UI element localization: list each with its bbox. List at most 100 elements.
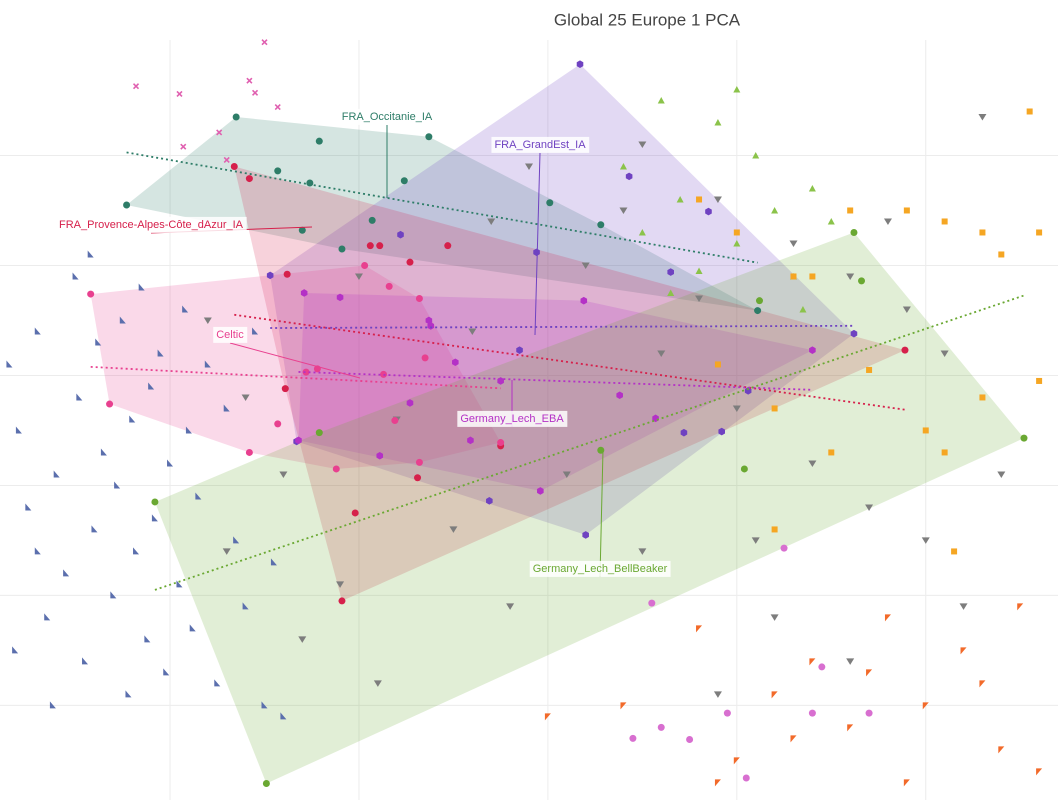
point	[497, 439, 505, 447]
point	[921, 537, 930, 544]
point	[25, 503, 32, 511]
point	[245, 175, 253, 183]
point	[865, 504, 874, 511]
point	[223, 404, 230, 412]
point	[49, 701, 56, 709]
point	[336, 293, 344, 302]
point	[884, 614, 891, 622]
point	[281, 385, 289, 393]
trend-line	[126, 151, 758, 264]
point	[850, 329, 858, 338]
point	[597, 221, 605, 229]
point	[1020, 434, 1028, 442]
point	[338, 597, 346, 605]
point	[406, 399, 414, 407]
point	[76, 393, 83, 401]
point	[148, 382, 155, 390]
point	[847, 724, 854, 732]
point	[315, 137, 323, 145]
point	[695, 267, 703, 274]
point	[216, 129, 223, 136]
point	[110, 591, 117, 599]
point	[421, 354, 429, 362]
point	[828, 449, 835, 456]
point	[680, 428, 688, 437]
annotation: FRA_Provence-Alpes-Côte_dAzur_IA	[59, 219, 244, 231]
point	[233, 536, 240, 544]
trend-line	[298, 371, 813, 391]
hull	[270, 64, 854, 535]
point	[740, 465, 748, 473]
trends	[90, 151, 1025, 591]
point	[452, 358, 459, 367]
annotation-box	[491, 136, 590, 153]
point	[638, 548, 647, 555]
point	[1036, 377, 1043, 384]
point	[858, 277, 866, 285]
point	[998, 251, 1005, 258]
point	[866, 669, 873, 677]
point	[167, 459, 174, 467]
point	[625, 172, 633, 181]
point	[444, 242, 452, 250]
point	[185, 426, 192, 434]
point	[295, 436, 302, 445]
point	[752, 151, 760, 159]
point	[997, 471, 1006, 478]
point	[865, 709, 873, 717]
point	[771, 526, 778, 533]
point	[125, 690, 132, 698]
point	[151, 514, 158, 522]
point	[979, 680, 986, 688]
point	[960, 647, 967, 655]
annotations: FRA_Occitanie_IA FRA_GrandEst_IA FRA_Prove…	[55, 108, 671, 578]
point	[486, 497, 493, 505]
hull	[298, 292, 813, 491]
point	[336, 581, 345, 588]
point	[714, 361, 721, 368]
point	[744, 387, 752, 395]
point	[222, 548, 231, 555]
point	[274, 420, 282, 428]
point	[723, 709, 731, 717]
point	[180, 143, 187, 150]
annotation-box	[457, 410, 568, 427]
chart-title: Global 25 Europe 1 PCA	[554, 10, 741, 29]
point	[91, 525, 98, 533]
point	[376, 451, 384, 460]
point	[241, 394, 250, 401]
point	[638, 228, 646, 236]
point	[1036, 229, 1043, 236]
point	[354, 273, 363, 280]
point	[789, 240, 798, 247]
point	[230, 162, 238, 170]
point	[123, 201, 131, 209]
point	[922, 427, 929, 434]
annotation-box	[55, 216, 247, 233]
point	[580, 296, 588, 305]
point	[771, 691, 778, 699]
point	[302, 368, 310, 376]
point	[827, 217, 835, 225]
point	[397, 230, 404, 239]
point	[487, 218, 496, 225]
point	[315, 429, 323, 437]
point	[338, 245, 346, 253]
point	[733, 229, 740, 236]
point	[15, 426, 22, 434]
point	[144, 635, 151, 643]
point	[676, 195, 684, 203]
point	[667, 268, 674, 276]
point	[468, 328, 477, 335]
point	[280, 712, 287, 720]
point	[733, 85, 741, 93]
point	[808, 184, 816, 192]
point	[850, 228, 858, 236]
point	[742, 774, 750, 782]
point	[406, 258, 414, 266]
point	[274, 104, 281, 111]
point	[415, 294, 423, 302]
point	[400, 177, 408, 185]
annotation: FRA_Occitanie_IA	[342, 111, 433, 123]
